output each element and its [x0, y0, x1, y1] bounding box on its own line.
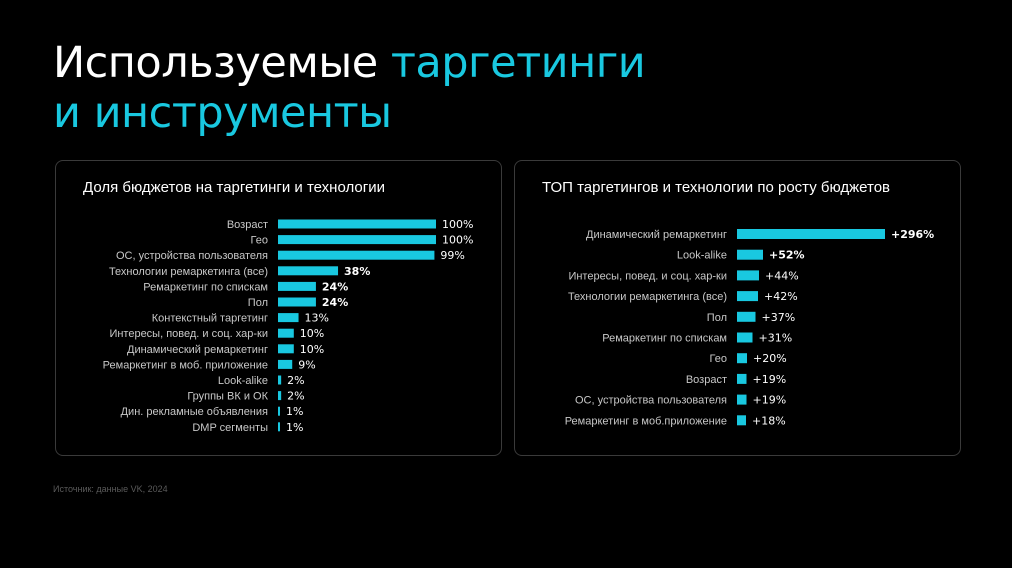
- share-bar: [278, 266, 339, 276]
- share-bar: [278, 297, 316, 307]
- share-category-label: DMP сегменты: [192, 422, 268, 434]
- growth-value-label: +20%: [753, 352, 787, 365]
- budget-share-panel: Доля бюджетов на таргетинги и технологии…: [55, 160, 502, 456]
- growth-bar: [737, 415, 746, 426]
- growth-category-label: Ремаркетинг в моб.приложение: [565, 415, 727, 427]
- growth-value-label: +19%: [753, 373, 787, 386]
- growth-value-label: +37%: [762, 311, 796, 324]
- budget-growth-chart: Динамический ремаркетинг +296% Look-alike +…: [565, 228, 935, 427]
- growth-value-label: +44%: [765, 269, 799, 282]
- title-accent-part: таргетинги: [390, 38, 646, 88]
- share-value-label: 10%: [300, 343, 324, 356]
- share-bar: [278, 422, 280, 432]
- source-note: Источник: данные VK, 2024: [53, 484, 168, 494]
- growth-bar: [737, 270, 759, 281]
- budget-growth-panel: ТОП таргетингов и технологии по росту бю…: [514, 160, 961, 456]
- share-value-label: 9%: [298, 358, 315, 371]
- budget-growth-title: ТОП таргетингов и технологии по росту бю…: [542, 179, 891, 196]
- share-value-label: 13%: [305, 312, 329, 325]
- growth-bar: [737, 373, 747, 384]
- share-category-label: Look-alike: [218, 375, 268, 387]
- share-value-label: 100%: [442, 234, 473, 247]
- growth-category-label: Ремаркетинг по спискам: [602, 333, 727, 345]
- share-bar: [278, 406, 280, 416]
- growth-category-label: Динамический ремаркетинг: [586, 229, 727, 241]
- share-category-label: Ремаркетинг по спискам: [143, 281, 268, 293]
- growth-bar: [737, 353, 747, 364]
- growth-bar: [737, 311, 756, 322]
- share-category-label: Возраст: [227, 219, 268, 231]
- share-bar: [278, 344, 294, 354]
- growth-value-label: +52%: [769, 249, 805, 262]
- growth-value-label: +31%: [759, 332, 793, 345]
- share-bar: [278, 375, 282, 385]
- share-bar: [278, 235, 436, 245]
- share-value-label: 10%: [300, 327, 324, 340]
- title-line-2: и инструменты: [53, 88, 392, 138]
- growth-category-label: ОС, устройства пользователя: [575, 395, 727, 407]
- share-category-label: Контекстный таргетинг: [152, 313, 268, 325]
- share-value-label: 1%: [286, 421, 303, 434]
- share-bar: [278, 281, 316, 291]
- growth-bar: [737, 291, 758, 302]
- growth-bar: [737, 332, 753, 343]
- share-value-label: 100%: [442, 218, 473, 231]
- growth-bar: [737, 229, 885, 239]
- share-category-label: Интересы, повед. и соц. хар-ки: [109, 328, 268, 340]
- budget-share-title: Доля бюджетов на таргетинги и технологии: [83, 179, 385, 196]
- share-category-label: Группы ВК и ОК: [187, 391, 268, 403]
- title-white-part: Используемые: [53, 38, 391, 88]
- share-bar: [278, 359, 293, 369]
- share-category-label: Пол: [248, 297, 268, 309]
- share-bar: [278, 250, 435, 260]
- growth-category-label: Look-alike: [677, 250, 727, 262]
- growth-bar: [737, 249, 763, 260]
- budget-share-chart: Возраст 100% Гео 100% ОС, устройства пользов…: [103, 218, 474, 434]
- growth-value-label: +18%: [752, 414, 786, 427]
- share-category-label: Гео: [251, 235, 268, 247]
- growth-bar: [737, 394, 747, 405]
- growth-value-label: +42%: [764, 290, 798, 303]
- share-value-label: 1%: [286, 405, 303, 418]
- share-category-label: Динамический ремаркетинг: [127, 344, 268, 356]
- share-value-label: 24%: [322, 280, 348, 293]
- share-value-label: 38%: [344, 265, 370, 278]
- page-title: Используемые таргетинги и инструменты: [53, 38, 646, 138]
- share-bar: [278, 328, 294, 338]
- share-bar: [278, 219, 436, 229]
- share-category-label: ОС, устройства пользователя: [116, 250, 268, 262]
- growth-value-label: +19%: [753, 394, 787, 407]
- share-category-label: Технологии ремаркетинга (все): [109, 266, 268, 278]
- growth-category-label: Гео: [710, 353, 727, 365]
- growth-value-label: +296%: [891, 228, 934, 241]
- share-value-label: 99%: [440, 249, 464, 262]
- growth-category-label: Технологии ремаркетинга (все): [568, 291, 727, 303]
- share-category-label: Ремаркетинг в моб. приложение: [103, 359, 268, 371]
- share-category-label: Дин. рекламные объявления: [121, 406, 268, 418]
- share-value-label: 2%: [287, 374, 304, 387]
- share-value-label: 24%: [322, 296, 348, 309]
- share-bar: [278, 391, 282, 401]
- growth-category-label: Возраст: [686, 374, 727, 386]
- growth-category-label: Пол: [707, 312, 727, 324]
- growth-category-label: Интересы, повед. и соц. хар-ки: [568, 270, 727, 282]
- share-value-label: 2%: [287, 390, 304, 403]
- share-bar: [278, 313, 299, 323]
